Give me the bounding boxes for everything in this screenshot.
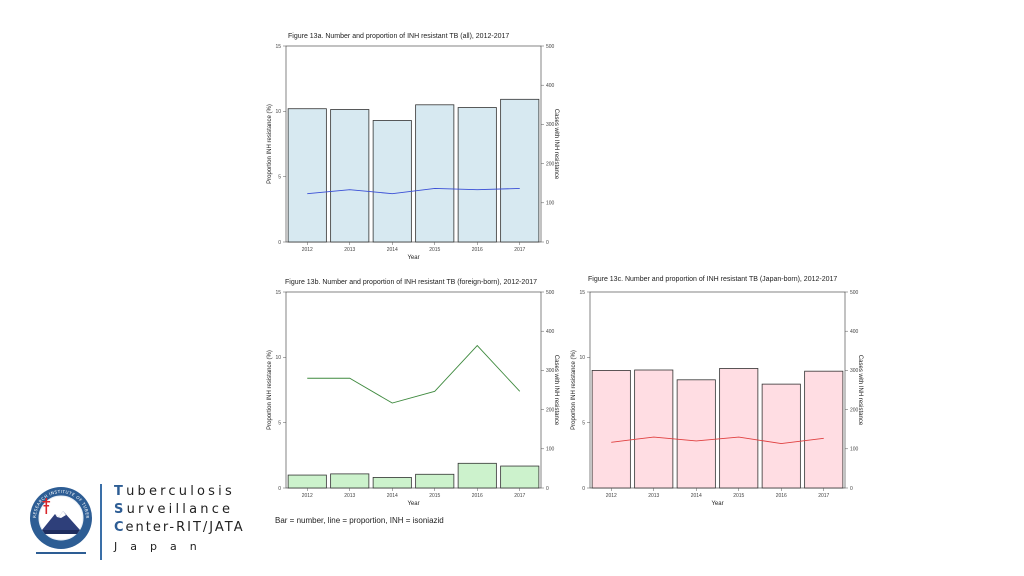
x-tick-label: 2015 (429, 247, 440, 253)
x-tick-label: 2015 (429, 493, 440, 499)
y-tick-label: 10 (275, 109, 281, 115)
y-tick-label: 5 (278, 420, 281, 426)
y2-tick-label: 0 (546, 486, 549, 492)
x-tick-label: 2016 (776, 493, 787, 499)
y-tick-label: 0 (278, 240, 281, 246)
y2-axis-title: Cases with INH resistance (857, 355, 863, 426)
y2-tick-label: 100 (850, 447, 859, 453)
x-tick-label: 2013 (344, 493, 355, 499)
bar-2014 (676, 379, 716, 489)
x-tick-label: 2014 (387, 493, 398, 499)
proportion-line (307, 344, 521, 404)
x-tick-label: 2013 (344, 247, 355, 253)
chart-title: Figure 13b. Number and proportion of INH… (285, 279, 538, 286)
y2-tick-label: 200 (850, 407, 859, 413)
bar-2013 (634, 369, 674, 489)
bar-2012 (287, 474, 327, 489)
chart-13a: Figure 13a. Number and proportion of INH… (262, 28, 572, 268)
y-tick-label: 0 (278, 486, 281, 492)
x-tick-label: 2017 (818, 493, 829, 499)
y2-tick-label: 400 (850, 329, 859, 335)
x-tick-label: 2012 (606, 493, 617, 499)
y-axis-title: Proportion INH resistance (%) (267, 350, 273, 430)
y2-tick-label: 500 (546, 44, 555, 50)
y2-tick-label: 100 (546, 447, 555, 453)
bar-2012 (591, 370, 631, 489)
bar-2017 (500, 98, 540, 243)
y2-tick-label: 500 (850, 290, 859, 296)
x-tick-label: 2017 (514, 247, 525, 253)
bar-2015 (415, 473, 455, 489)
y2-tick-label: 0 (546, 240, 549, 246)
y-tick-label: 15 (275, 44, 281, 50)
plot-frame (285, 45, 542, 243)
chart-13b-plot: 0 5 10 15 0 100 200 300 400 500 2012 2013 2014 2015 20… (267, 290, 559, 507)
x-tick-label: 2014 (691, 493, 702, 499)
x-tick-label: 2014 (387, 247, 398, 253)
bar-2014 (372, 477, 412, 489)
bar-2016 (761, 383, 801, 489)
y-tick-label: 5 (278, 174, 281, 180)
proportion-line (611, 436, 824, 445)
y2-tick-label: 100 (546, 201, 555, 207)
proportion-line (307, 187, 520, 195)
org-name-line-3: Center-RIT/JATA (114, 520, 245, 535)
bar-2013 (330, 109, 370, 243)
logo-divider (100, 484, 102, 560)
y2-tick-label: 300 (546, 368, 555, 374)
x-tick-label: 2016 (472, 493, 483, 499)
x-tick-label: 2012 (302, 247, 313, 253)
org-name-line-2: Surveillance (114, 502, 234, 517)
chart-title: Figure 13a. Number and proportion of INH… (288, 33, 510, 40)
y2-tick-label: 200 (546, 407, 555, 413)
bar-2015 (415, 104, 455, 243)
jata-seal-icon: RESEARCH INSTITUTE OF TUBERCULOSIS · JAT… (26, 478, 94, 562)
chart-13c: Figure 13c. Number and proportion of INH… (566, 274, 876, 514)
x-tick-label: 2012 (302, 493, 313, 499)
y-tick-label: 0 (582, 486, 585, 492)
x-tick-label: 2016 (472, 247, 483, 253)
bar-2014 (372, 120, 412, 243)
bar-2013 (330, 473, 370, 489)
y-axis-title: Proportion INH resistance (%) (571, 350, 577, 430)
y-axis-title: Proportion INH resistance (%) (267, 104, 273, 184)
bar-2016 (457, 462, 497, 489)
x-tick-label: 2017 (514, 493, 525, 499)
bar-2016 (457, 107, 497, 243)
organization-branding: RESEARCH INSTITUTE OF TUBERCULOSIS · JAT… (26, 478, 288, 572)
y2-tick-label: 300 (850, 368, 859, 374)
org-name-line-1: Tuberculosis (114, 484, 235, 499)
x-axis-title: Year (407, 501, 419, 507)
chart-footnote: Bar = number, line = proportion, INH = i… (275, 516, 444, 525)
x-axis-title: Year (711, 501, 723, 507)
y2-tick-label: 0 (850, 486, 853, 492)
y2-tick-label: 500 (546, 290, 555, 296)
y2-axis-title: Cases with INH resistance (553, 355, 559, 426)
plot-frame (589, 291, 846, 489)
chart-title: Figure 13c. Number and proportion of INH… (588, 276, 838, 283)
y2-tick-label: 200 (546, 161, 555, 167)
y2-axis-title: Cases with INH resistance (553, 109, 559, 180)
y-tick-label: 5 (582, 420, 585, 426)
y2-tick-label: 400 (546, 329, 555, 335)
y-tick-label: 15 (579, 290, 585, 296)
bar-2017 (804, 370, 844, 489)
y-tick-label: 10 (579, 355, 585, 361)
x-tick-label: 2013 (648, 493, 659, 499)
chart-13c-plot: 0 5 10 15 0 100 200 300 400 500 2012 2013 2014 2015 20… (571, 290, 863, 507)
plot-frame (285, 291, 542, 489)
chart-13a-plot: 0 5 10 15 0 100 200 300 400 500 2012 2013 2014 2015 20… (267, 44, 559, 261)
y2-tick-label: 300 (546, 122, 555, 128)
y-tick-label: 15 (275, 290, 281, 296)
x-tick-label: 2015 (733, 493, 744, 499)
bar-2015 (719, 368, 759, 489)
bar-2012 (287, 108, 327, 243)
x-axis-title: Year (407, 255, 419, 261)
y2-tick-label: 400 (546, 83, 555, 89)
org-country: Japan (114, 540, 210, 553)
chart-13b: Figure 13b. Number and proportion of INH… (262, 274, 572, 514)
bar-2017 (500, 465, 540, 489)
y-tick-label: 10 (275, 355, 281, 361)
